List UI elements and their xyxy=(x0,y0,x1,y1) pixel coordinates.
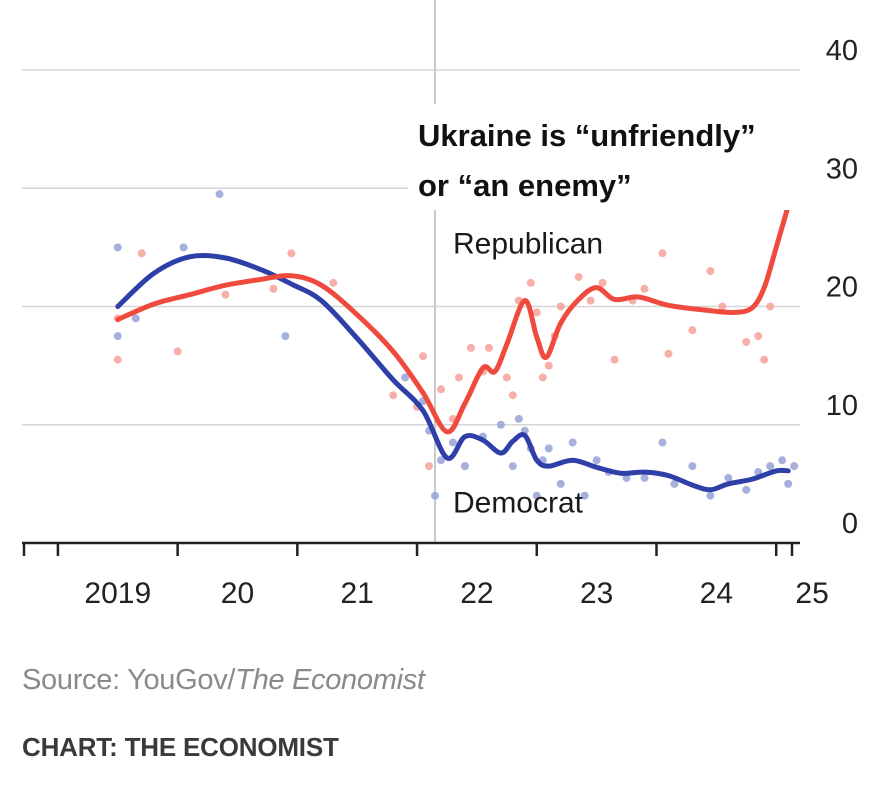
republican-dot-12 xyxy=(437,385,445,394)
x-axis: 2019 20 21 22 23 24 25 xyxy=(22,541,829,610)
democrat-dot-34 xyxy=(742,485,751,494)
republican-dot-26 xyxy=(556,302,565,311)
y-tick-label-0: 0 xyxy=(842,508,858,540)
annotations: Republican Democrat xyxy=(453,227,603,519)
democrat-dot-9 xyxy=(431,491,440,500)
democrat-dot-31 xyxy=(688,462,697,471)
republican-dot-0 xyxy=(113,355,122,364)
republican-dot-23 xyxy=(538,373,547,382)
x-tick-label-23: 23 xyxy=(580,577,613,610)
republican-dot-5 xyxy=(269,284,278,293)
democrat-dot-33 xyxy=(724,473,733,482)
republican-dot-3 xyxy=(173,347,182,356)
democrat-dot-19 xyxy=(532,491,541,500)
label-republican: Republican xyxy=(453,227,603,260)
democrat-dot-3 xyxy=(179,243,188,252)
republican-dot-24 xyxy=(544,361,553,370)
trend-lines xyxy=(115,203,791,493)
republican-dot-11 xyxy=(425,462,434,471)
chart-title-line2: or “an enemy” xyxy=(418,168,632,203)
democrat-dot-39 xyxy=(790,462,799,471)
republican-dot-15 xyxy=(466,343,475,352)
republican-dot-36 xyxy=(706,267,715,276)
democrat-dot-28 xyxy=(640,473,649,482)
democrat-dot-16 xyxy=(514,414,523,423)
democrat-dot-36 xyxy=(766,462,775,471)
y-tick-label-30: 30 xyxy=(826,153,858,185)
chart-credit: CHART: THE ECONOMIST xyxy=(22,732,339,762)
republican-dot-28 xyxy=(586,296,595,305)
x-tick-label-22: 22 xyxy=(460,577,493,610)
democrat-dot-2 xyxy=(131,314,140,323)
y-tick-label-40: 40 xyxy=(826,35,858,67)
republican-dot-19 xyxy=(508,391,517,400)
republican-dot-32 xyxy=(640,284,649,293)
republican-dot-8 xyxy=(389,391,398,400)
x-tick-label-21: 21 xyxy=(341,577,374,610)
democrat-dot-23 xyxy=(568,438,577,447)
republican-dot-4 xyxy=(221,290,230,299)
republican-dot-30 xyxy=(610,355,619,364)
democrat-dot-21 xyxy=(544,444,553,453)
democrat-dot-38 xyxy=(784,479,793,488)
republican-dot-17 xyxy=(484,343,493,352)
democrat-dot-0 xyxy=(113,332,122,341)
republican-dot-39 xyxy=(754,332,763,341)
x-tick-label-25: 25 xyxy=(795,577,828,610)
line-chart: 2019 20 21 22 23 24 25 0 10 20 30 40 Republican Dem… xyxy=(22,0,858,610)
republican-dot-40 xyxy=(760,355,769,364)
republican-dot-2 xyxy=(137,249,146,258)
democrat-dot-4 xyxy=(215,190,224,199)
democrat-dot-5 xyxy=(281,332,290,341)
chart-title: Ukraine is “unfriendly” or “an enemy” xyxy=(408,104,800,210)
democrat-dot-25 xyxy=(592,456,601,465)
republican-dot-38 xyxy=(742,337,751,346)
republican-dot-35 xyxy=(688,326,697,335)
democrat-dot-24 xyxy=(580,491,589,500)
democrat-dot-27 xyxy=(622,473,631,482)
republican-dot-34 xyxy=(664,349,673,358)
republican-dot-21 xyxy=(526,278,535,287)
democrat-dot-37 xyxy=(778,456,787,465)
republican-trend-line xyxy=(115,203,791,435)
democrat-dot-12 xyxy=(460,462,469,471)
democrat-trend-line xyxy=(115,253,791,493)
republican-dot-22 xyxy=(532,308,541,317)
source-publication: The Economist xyxy=(235,664,425,696)
republican-dot-29 xyxy=(598,278,607,287)
republican-dot-18 xyxy=(502,373,511,382)
republican-dot-33 xyxy=(658,249,667,258)
democrat-dot-32 xyxy=(706,491,715,500)
democrat-dot-15 xyxy=(508,462,517,471)
x-tick-label-2019: 2019 xyxy=(84,577,151,610)
republican-dot-41 xyxy=(766,302,775,311)
republican-dot-7 xyxy=(329,278,338,287)
democrat-dot-11 xyxy=(448,438,457,447)
democrat-dot-1 xyxy=(113,243,122,252)
y-axis-labels: 0 10 20 30 40 xyxy=(826,35,858,540)
republican-dot-10 xyxy=(419,352,428,361)
republican-dot-14 xyxy=(454,373,463,382)
y-tick-label-10: 10 xyxy=(826,390,858,422)
democrat-dot-29 xyxy=(658,438,667,447)
democrat-dot-6 xyxy=(401,373,410,382)
label-democrat: Democrat xyxy=(453,486,584,519)
democrat-dot-10 xyxy=(437,456,445,465)
source-prefix: Source: YouGov/ xyxy=(22,664,236,696)
republican-dot-27 xyxy=(574,272,583,281)
republican-dot-37 xyxy=(718,302,727,311)
source-note: Source: YouGov/The Economist xyxy=(22,664,425,697)
democrat-dot-22 xyxy=(556,479,565,488)
scatter-dots xyxy=(113,154,799,500)
republican-dot-6 xyxy=(287,249,296,258)
y-tick-label-20: 20 xyxy=(826,272,858,304)
chart-title-line1: Ukraine is “unfriendly” xyxy=(418,118,756,153)
x-tick-label-20: 20 xyxy=(221,577,254,610)
democrat-dot-30 xyxy=(670,479,679,488)
x-tick-label-24: 24 xyxy=(700,577,733,610)
democrat-dot-14 xyxy=(496,420,505,429)
